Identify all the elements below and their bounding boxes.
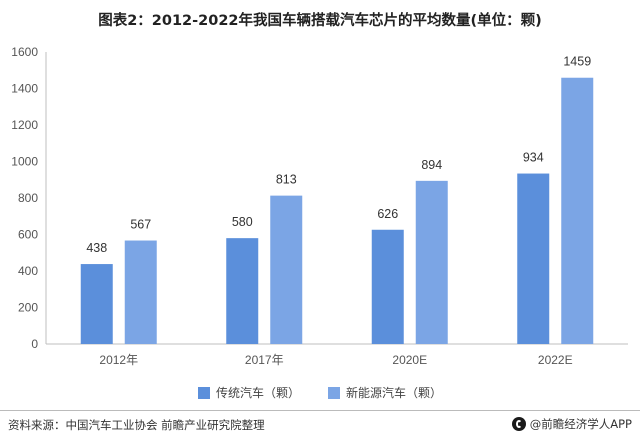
y-tick-label: 600 bbox=[18, 228, 38, 242]
value-labels: 438 567 580 813 626 894 934 1459 bbox=[86, 55, 591, 255]
bar-traditional bbox=[226, 238, 259, 344]
bar-nev bbox=[124, 240, 157, 344]
y-tick-label: 0 bbox=[31, 337, 38, 351]
brand-text: @前瞻经济学人APP bbox=[529, 417, 632, 431]
brand-logo-icon bbox=[511, 417, 526, 431]
legend-label-traditional: 传统汽车（颗） bbox=[215, 386, 300, 400]
legend-label-nev: 新能源汽车（颗） bbox=[346, 386, 443, 400]
value-label: 626 bbox=[377, 207, 398, 221]
value-label: 438 bbox=[86, 241, 107, 255]
legend-item-nev: 新能源汽车（颗） bbox=[328, 384, 442, 401]
value-label: 580 bbox=[232, 215, 253, 229]
x-tick-label: 2022E bbox=[538, 353, 573, 367]
y-tick-label: 800 bbox=[18, 191, 38, 205]
value-label: 1459 bbox=[563, 55, 591, 69]
footer-divider bbox=[0, 410, 640, 411]
brand-tag: @前瞻经济学人APP bbox=[511, 416, 632, 432]
legend: 传统汽车（颗） 新能源汽车（颗） bbox=[0, 384, 640, 401]
y-tick-label: 1600 bbox=[11, 45, 38, 59]
bar-traditional bbox=[371, 229, 404, 344]
bar-nev bbox=[415, 180, 448, 344]
y-tick-label: 1400 bbox=[11, 82, 38, 96]
bar-nev bbox=[561, 77, 594, 345]
y-tick-label: 400 bbox=[18, 264, 38, 278]
y-tick-label: 1200 bbox=[11, 118, 38, 132]
bar-traditional bbox=[517, 173, 550, 344]
source-note: 资料来源：中国汽车工业协会 前瞻产业研究院整理 bbox=[8, 418, 265, 432]
chart-title: 图表2：2012-2022年我国车辆搭载汽车芯片的平均数量(单位：颗) bbox=[98, 13, 542, 29]
value-label: 934 bbox=[523, 151, 544, 165]
value-label: 813 bbox=[276, 173, 297, 187]
bar-traditional bbox=[80, 264, 113, 344]
value-label: 567 bbox=[130, 218, 151, 232]
y-tick-label: 1000 bbox=[11, 155, 38, 169]
legend-swatch-nev bbox=[328, 386, 340, 399]
bar-nev bbox=[270, 195, 303, 344]
legend-swatch-traditional bbox=[197, 386, 210, 399]
value-label: 894 bbox=[421, 158, 442, 172]
x-tick-label: 2012年 bbox=[99, 353, 138, 367]
x-tick-label: 2020E bbox=[392, 353, 427, 367]
y-tick-labels: 0 200 400 600 800 1000 1200 1400 1600 bbox=[11, 45, 38, 351]
x-tick-labels: 2012年 2017年 2020E 2022E bbox=[99, 353, 572, 367]
x-tick-label: 2017年 bbox=[245, 353, 284, 367]
legend-item-traditional: 传统汽车（颗） bbox=[197, 384, 300, 401]
bars bbox=[80, 77, 594, 345]
y-tick-label: 200 bbox=[18, 301, 38, 315]
